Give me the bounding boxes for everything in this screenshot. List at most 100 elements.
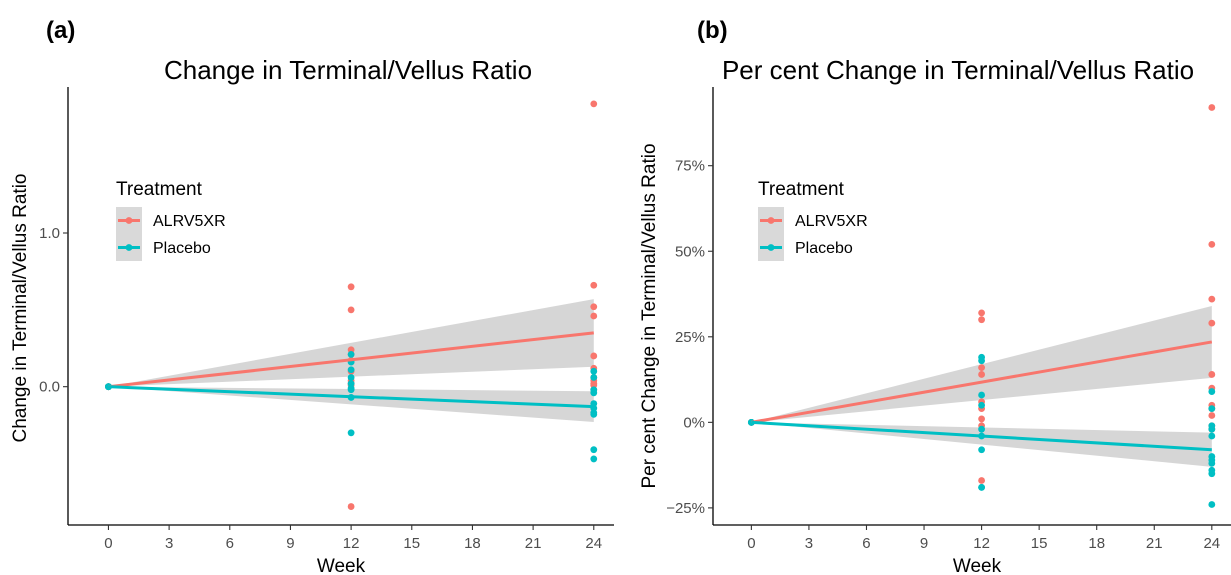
x-axis-label: Week <box>317 556 366 575</box>
data-point <box>978 401 985 409</box>
data-point <box>590 374 598 381</box>
plot-area: 0 3 6 9 12 15 18 21 24 0.0 1.0 Treatment ALRV5XR Plac… <box>39 87 614 552</box>
legend: Treatment ALRV5XR Placebo <box>758 179 868 261</box>
data-point <box>590 455 598 463</box>
data-point <box>590 352 598 360</box>
data-point <box>978 446 985 454</box>
x-tick-label: 3 <box>805 535 813 552</box>
x-tick-label: 21 <box>1146 535 1163 552</box>
y-tick-label: 1.0 <box>39 225 60 242</box>
legend-label: ALRV5XR <box>153 213 226 230</box>
data-point <box>978 425 985 433</box>
panel-tag: (b) <box>697 17 728 44</box>
x-tick-label: 15 <box>1031 535 1048 552</box>
data-point <box>978 415 985 423</box>
data-point <box>347 306 355 314</box>
confidence-band <box>751 306 1212 423</box>
data-point <box>1208 405 1216 413</box>
data-point <box>1208 460 1216 467</box>
confidence-band <box>108 386 594 423</box>
chart-title: Change in Terminal/Vellus Ratio <box>164 55 532 85</box>
data-point <box>590 100 598 108</box>
data-point <box>1208 470 1216 478</box>
data-point <box>347 283 355 291</box>
trend-line <box>751 340 1213 424</box>
panel-b: (b) Per cent Change in Terminal/Vellus R… <box>639 17 1231 575</box>
legend-title: Treatment <box>116 179 203 200</box>
trend-line <box>751 420 1212 452</box>
data-point <box>978 483 985 491</box>
x-tick-label: 15 <box>403 535 420 552</box>
y-tick-label: 75% <box>675 158 705 175</box>
data-point <box>1208 295 1216 303</box>
data-point <box>1208 432 1216 440</box>
data-point <box>1208 412 1216 419</box>
x-tick-label: 0 <box>747 535 755 552</box>
data-point <box>978 391 985 399</box>
confidence-band <box>108 299 594 387</box>
data-point <box>1208 104 1216 111</box>
data-point <box>1208 319 1216 327</box>
data-point <box>1208 425 1216 433</box>
x-tick-label: 12 <box>973 535 990 552</box>
legend-key-point <box>767 244 775 251</box>
y-tick-label: 0% <box>683 414 705 431</box>
legend-key-point <box>125 217 133 224</box>
data-point <box>347 386 355 394</box>
x-tick-label: 9 <box>920 535 928 552</box>
data-point <box>978 309 985 317</box>
y-tick-label: 50% <box>675 243 705 260</box>
data-point <box>347 429 355 437</box>
data-point <box>978 477 985 484</box>
y-axis-label: Per cent Change in Terminal/Vellus Ratio <box>639 143 660 488</box>
data-point <box>978 371 985 378</box>
legend-key-point <box>767 217 775 224</box>
confidence-band <box>751 422 1212 467</box>
data-point <box>1208 241 1216 248</box>
data-point <box>590 389 598 397</box>
plot-area: 0 3 6 9 12 15 18 21 24 −25% 0% 25% 50% 75% Treatment AL… <box>666 87 1231 552</box>
panel-a: (a) Change in Terminal/Vellus Ratio Week… <box>10 17 614 575</box>
data-point <box>590 303 598 311</box>
legend-label: ALRV5XR <box>795 213 868 230</box>
legend-label: Placebo <box>795 240 853 257</box>
data-point <box>1208 501 1216 508</box>
data-point <box>347 374 355 381</box>
panel-tag: (a) <box>46 17 75 44</box>
x-tick-label: 18 <box>1088 535 1105 552</box>
legend-label: Placebo <box>153 240 211 257</box>
x-tick-label: 0 <box>104 535 112 552</box>
data-point <box>590 281 598 289</box>
data-point <box>1208 371 1216 378</box>
data-point <box>347 366 355 374</box>
chart-title: Per cent Change in Terminal/Vellus Ratio <box>722 55 1194 85</box>
legend-key-point <box>125 244 133 251</box>
x-tick-label: 6 <box>862 535 870 552</box>
trend-line <box>108 331 594 389</box>
x-tick-label: 24 <box>1203 535 1220 552</box>
x-tick-label: 24 <box>585 535 602 552</box>
data-point <box>978 357 985 365</box>
data-point <box>590 410 598 418</box>
y-tick-label: 0.0 <box>39 379 60 396</box>
data-point <box>590 367 598 375</box>
data-point <box>590 312 598 320</box>
y-tick-label: −25% <box>666 500 705 517</box>
x-tick-label: 21 <box>525 535 542 552</box>
data-point <box>590 446 598 454</box>
data-point <box>1208 388 1216 395</box>
data-point <box>978 364 985 371</box>
y-tick-label: 25% <box>675 329 705 346</box>
y-axis-label: Change in Terminal/Vellus Ratio <box>10 174 31 443</box>
legend-title: Treatment <box>758 179 845 200</box>
trend-line <box>108 385 594 409</box>
x-tick-label: 6 <box>226 535 234 552</box>
x-tick-label: 9 <box>286 535 294 552</box>
data-point <box>347 503 355 510</box>
x-axis-label: Week <box>953 556 1002 575</box>
legend: Treatment ALRV5XR Placebo <box>116 179 226 261</box>
data-point <box>978 316 985 324</box>
x-tick-label: 12 <box>343 535 360 552</box>
x-tick-label: 3 <box>165 535 173 552</box>
